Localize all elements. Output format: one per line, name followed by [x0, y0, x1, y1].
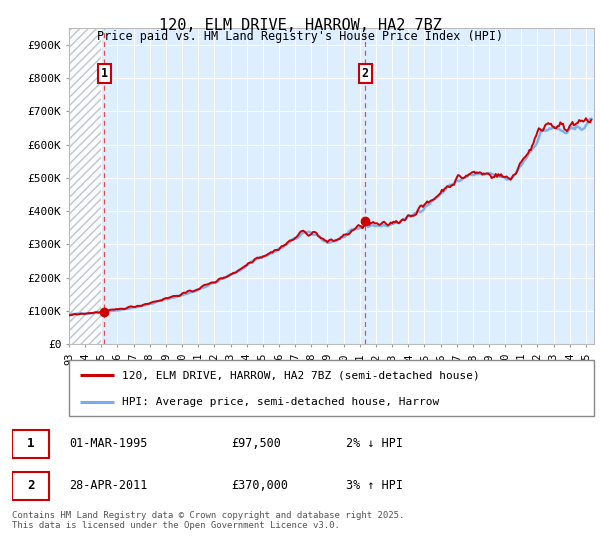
Text: HPI: Average price, semi-detached house, Harrow: HPI: Average price, semi-detached house,… — [121, 396, 439, 407]
Text: 120, ELM DRIVE, HARROW, HA2 7BZ: 120, ELM DRIVE, HARROW, HA2 7BZ — [158, 18, 442, 33]
Text: £97,500: £97,500 — [231, 437, 281, 450]
Text: 2: 2 — [362, 67, 368, 81]
Text: 01-MAR-1995: 01-MAR-1995 — [70, 437, 148, 450]
Text: 2% ↓ HPI: 2% ↓ HPI — [346, 437, 403, 450]
Text: Contains HM Land Registry data © Crown copyright and database right 2025.
This d: Contains HM Land Registry data © Crown c… — [12, 511, 404, 530]
FancyBboxPatch shape — [12, 472, 49, 500]
Bar — [69, 28, 101, 344]
Text: 3% ↑ HPI: 3% ↑ HPI — [346, 479, 403, 492]
Text: 2: 2 — [27, 479, 34, 492]
Text: 1: 1 — [27, 437, 34, 450]
Text: 28-APR-2011: 28-APR-2011 — [70, 479, 148, 492]
FancyBboxPatch shape — [12, 430, 49, 458]
Text: Price paid vs. HM Land Registry's House Price Index (HPI): Price paid vs. HM Land Registry's House … — [97, 30, 503, 43]
Text: 120, ELM DRIVE, HARROW, HA2 7BZ (semi-detached house): 120, ELM DRIVE, HARROW, HA2 7BZ (semi-de… — [121, 370, 479, 380]
FancyBboxPatch shape — [69, 360, 594, 416]
Text: £370,000: £370,000 — [231, 479, 288, 492]
Text: 1: 1 — [100, 67, 107, 81]
